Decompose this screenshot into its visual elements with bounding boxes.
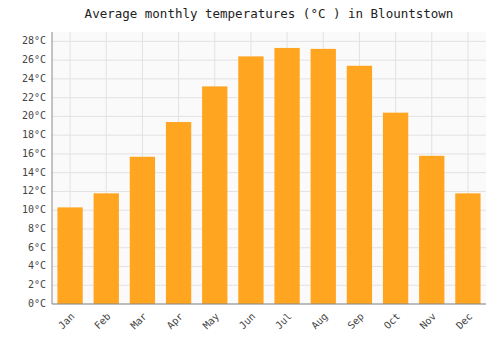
tick-label: Jun <box>237 311 258 332</box>
tick-label: 16°C <box>22 148 46 159</box>
tick-label: 20°C <box>22 110 46 121</box>
tick-label: 4°C <box>28 260 46 271</box>
tick-label: Jan <box>56 311 77 332</box>
bar <box>130 157 155 304</box>
bar <box>57 207 82 304</box>
chart-svg: 0°C 2°C 4°C 6°C 8°C 10°C 12°C 14°C 16°C 18°C 20°C 2… <box>0 0 500 350</box>
grid-line <box>52 153 486 154</box>
tick-label: Aug <box>309 311 330 332</box>
tick-label: 18°C <box>22 129 46 140</box>
tick-label: Nov <box>418 311 439 332</box>
bar <box>383 113 408 304</box>
tick-label: 2°C <box>28 279 46 290</box>
bar <box>419 156 444 304</box>
y-axis: 0°C 2°C 4°C 6°C 8°C 10°C 12°C 14°C 16°C 18°C 20°C 2… <box>22 35 46 309</box>
tick-label: Dec <box>454 311 475 332</box>
tick-label: 26°C <box>22 54 46 65</box>
grid-line <box>52 97 486 98</box>
tick-label: 14°C <box>22 167 46 178</box>
y-axis-line <box>52 32 53 304</box>
tick-label: 28°C <box>22 35 46 46</box>
tick-label: 22°C <box>22 92 46 103</box>
tick-label: 6°C <box>28 242 46 253</box>
bar <box>94 193 119 304</box>
tick-label: May <box>201 311 222 332</box>
bar <box>455 193 480 304</box>
grid-line <box>52 41 486 42</box>
tick-label: Sep <box>345 311 366 332</box>
tick-label: Oct <box>382 311 403 332</box>
x-axis-line <box>52 304 486 305</box>
grid <box>52 32 486 304</box>
bar <box>238 56 263 304</box>
tick-label: 12°C <box>22 185 46 196</box>
grid-line <box>52 78 486 79</box>
bar <box>166 122 191 304</box>
chart-container: 0°C 2°C 4°C 6°C 8°C 10°C 12°C 14°C 16°C 18°C 20°C 2… <box>0 0 500 350</box>
bar <box>347 66 372 304</box>
grid-line <box>52 116 486 117</box>
bar <box>311 49 336 304</box>
tick-label: 0°C <box>28 298 46 309</box>
tick-label: Mar <box>128 311 149 332</box>
x-axis: Jan Feb Mar Apr May Jun Jul Aug Sep Oct Nov Dec <box>56 311 474 332</box>
title: Average monthly temperatures (°C ) in Bl… <box>85 6 454 21</box>
tick-label: 10°C <box>22 204 46 215</box>
tick-label: Feb <box>92 311 113 332</box>
grid-line <box>52 60 486 61</box>
grid-line <box>52 135 486 136</box>
bars <box>57 48 480 304</box>
bar <box>274 48 299 304</box>
tick-label: Apr <box>165 311 186 332</box>
tick-label: Jul <box>273 311 294 332</box>
bar <box>202 86 227 304</box>
grid-line <box>52 304 486 305</box>
tick-label: 24°C <box>22 73 46 84</box>
tick-label: 8°C <box>28 223 46 234</box>
plot-area <box>52 32 486 304</box>
